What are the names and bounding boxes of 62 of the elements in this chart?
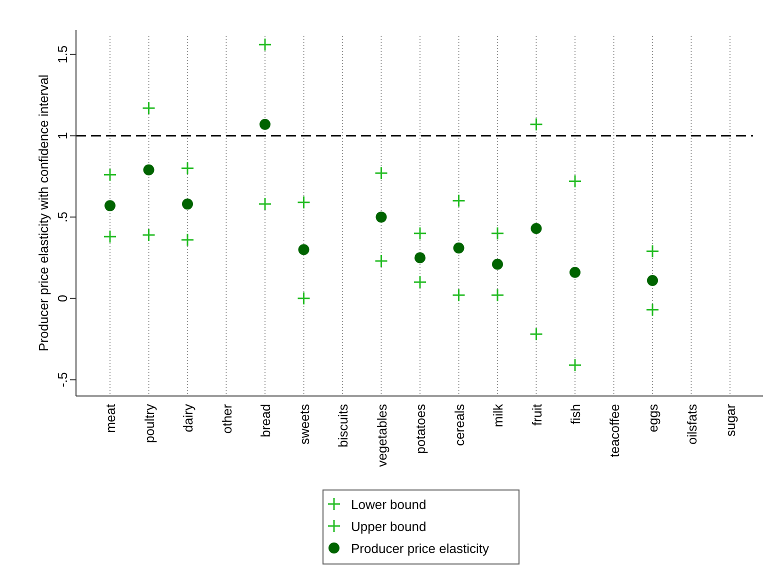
x-tick-label: vegetables [374, 404, 390, 467]
point [568, 174, 582, 188]
x-tick-label: biscuits [336, 404, 350, 448]
point [142, 101, 156, 115]
y-tick-label: -.5 [55, 372, 70, 388]
point [260, 118, 270, 130]
point [530, 222, 542, 234]
point [258, 197, 272, 211]
point [297, 196, 310, 210]
point [413, 226, 427, 240]
point [182, 198, 193, 210]
point [180, 233, 194, 247]
y-tick-label: 0 [55, 294, 70, 302]
x-tick-label: oilsfats [684, 404, 700, 444]
y-axis-title: Producer price elasticity with confidence interval [36, 74, 51, 352]
x-tick-label: meat [103, 404, 118, 433]
x-tick-label: sugar [723, 403, 738, 437]
point [103, 230, 117, 244]
x-tick-label: other [219, 403, 234, 434]
point [297, 292, 310, 306]
x-tick-label: teacoffee [606, 404, 622, 458]
y-tick-label: 1 [55, 132, 70, 140]
legend-label: Producer price elasticity [351, 541, 490, 556]
point [298, 244, 310, 256]
point [258, 38, 272, 52]
y-tick-label: 1.5 [55, 45, 70, 64]
x-tick-label: dairy [180, 404, 196, 432]
point [570, 266, 580, 278]
point [530, 118, 543, 132]
point [376, 212, 387, 223]
point [452, 288, 466, 302]
x-tick-label: fish [568, 404, 583, 424]
x-tick-label: potatoes [413, 404, 428, 454]
point [568, 358, 582, 372]
x-tick-label: bread [258, 404, 273, 438]
point [490, 288, 504, 302]
point [142, 228, 156, 242]
point [413, 275, 427, 289]
point [530, 327, 543, 341]
x-tick-label: eggs [646, 404, 660, 432]
y-tick-label: .5 [55, 212, 70, 222]
x-tick-label: sweets [296, 404, 312, 444]
x-tick-label: cereals [452, 404, 467, 446]
point [143, 164, 154, 176]
point [103, 168, 117, 182]
point [453, 242, 464, 254]
x-tick-label: fruit [529, 404, 544, 426]
point [492, 258, 503, 270]
point [180, 162, 194, 176]
point [646, 244, 660, 258]
point [374, 254, 388, 268]
legend-label: Upper bound [351, 519, 426, 534]
point [647, 275, 658, 286]
legend-label: Lower bound [351, 497, 426, 512]
point [452, 194, 466, 208]
point [646, 303, 660, 317]
x-tick-label: milk [490, 404, 506, 428]
x-tick-label: poultry [142, 404, 157, 444]
point [490, 226, 504, 240]
point [104, 200, 116, 212]
point [414, 252, 426, 264]
point [374, 166, 388, 180]
